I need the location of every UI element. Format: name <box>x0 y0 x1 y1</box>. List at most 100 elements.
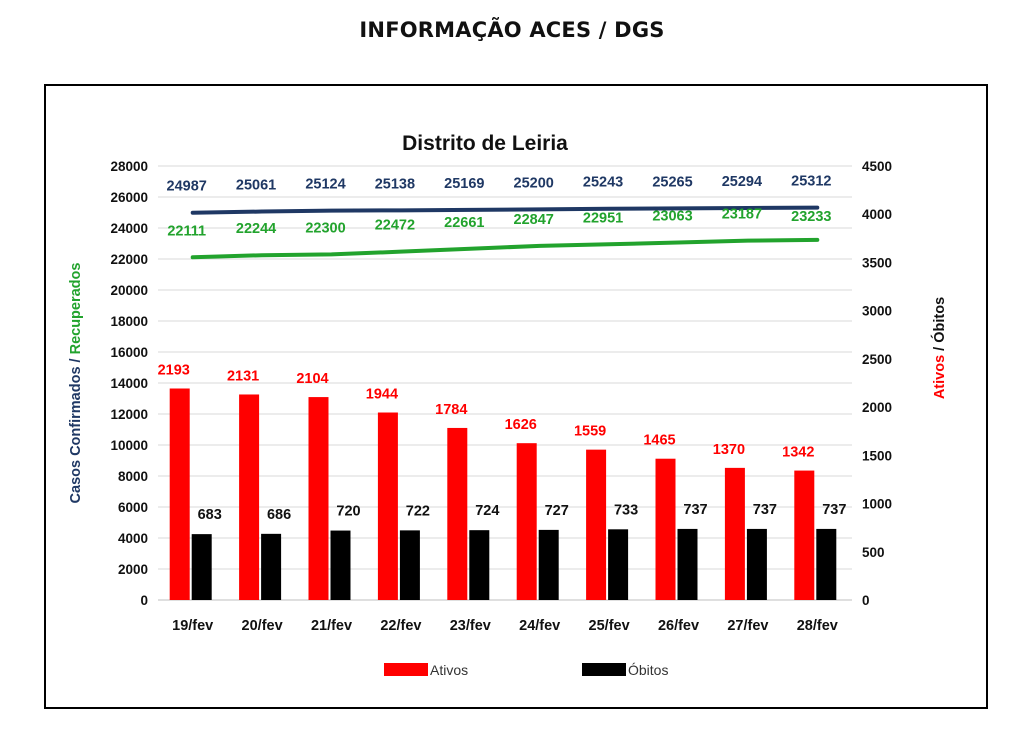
y-right-tick-label: 1000 <box>862 497 892 512</box>
data-label-ativos: 2104 <box>296 371 328 387</box>
line-recuperados <box>190 237 820 260</box>
bar-obitos <box>538 529 559 600</box>
x-tick-label: 28/fev <box>797 618 838 634</box>
data-label-recuperados: 22847 <box>514 212 554 228</box>
bar-ativos <box>586 449 607 600</box>
bar-obitos <box>816 528 837 600</box>
y-right-tick-label: 3000 <box>862 304 892 319</box>
data-label-obitos: 727 <box>545 503 569 519</box>
data-label-casos-confirmados: 25243 <box>583 175 623 191</box>
data-label-casos-confirmados: 25200 <box>514 175 554 191</box>
chart: Distrito de Leiria0200040006000800010000… <box>68 132 948 678</box>
legend-swatch-obitos <box>582 663 626 676</box>
data-label-casos-confirmados: 25294 <box>722 174 762 190</box>
y-left-tick-label: 6000 <box>118 500 148 515</box>
y-left-tick-label: 14000 <box>110 376 148 391</box>
y-left-axis-label: Casos Confirmados / Recuperados <box>68 263 84 504</box>
y-left-tick-label: 0 <box>140 593 148 608</box>
data-label-recuperados: 22244 <box>236 221 276 237</box>
legend-label-obitos: Óbitos <box>628 662 668 678</box>
data-label-ativos: 1784 <box>435 402 467 418</box>
bar-obitos <box>191 534 212 600</box>
y-right-tick-label: 4500 <box>862 159 892 174</box>
data-label-ativos: 2131 <box>227 368 259 384</box>
bar-ativos <box>239 394 260 600</box>
y-left-tick-label: 28000 <box>110 159 148 174</box>
x-tick-label: 19/fev <box>172 618 213 634</box>
data-label-obitos: 722 <box>406 503 430 519</box>
chart-title: Distrito de Leiria <box>402 132 568 155</box>
legend-swatch-ativos <box>384 663 428 676</box>
data-label-ativos: 1559 <box>574 424 606 440</box>
x-tick-label: 21/fev <box>311 618 352 634</box>
y-right-tick-label: 2500 <box>862 352 892 367</box>
data-label-recuperados: 23233 <box>791 209 831 225</box>
legend-label-ativos: Ativos <box>430 662 468 678</box>
data-label-recuperados: 22111 <box>167 223 206 239</box>
bar-obitos <box>608 529 629 600</box>
y-left-tick-label: 18000 <box>110 314 148 329</box>
data-label-ativos: 1465 <box>643 433 675 449</box>
x-tick-label: 27/fev <box>727 618 768 634</box>
x-tick-label: 24/fev <box>519 618 560 634</box>
bar-obitos <box>746 528 767 600</box>
y-right-tick-label: 1500 <box>862 448 892 463</box>
data-label-recuperados: 22300 <box>305 220 345 236</box>
bar-ativos <box>308 397 329 600</box>
y-right-tick-label: 2000 <box>862 400 892 415</box>
bar-obitos <box>399 530 420 600</box>
data-label-ativos: 1370 <box>713 442 745 458</box>
bar-ativos <box>655 458 676 600</box>
bar-obitos <box>469 530 490 600</box>
y-left-tick-label: 2000 <box>118 562 148 577</box>
data-label-recuperados: 23063 <box>652 209 692 225</box>
data-label-casos-confirmados: 25169 <box>444 176 484 192</box>
bar-ativos <box>377 412 398 600</box>
data-label-recuperados: 23187 <box>722 207 762 223</box>
x-tick-label: 23/fev <box>450 618 491 634</box>
data-label-ativos: 1944 <box>366 387 398 403</box>
line-casos-confirmados <box>190 205 820 215</box>
data-label-casos-confirmados: 25312 <box>791 174 831 190</box>
data-label-casos-confirmados: 25061 <box>236 178 276 194</box>
data-label-obitos: 733 <box>614 502 638 518</box>
data-label-casos-confirmados: 25265 <box>652 174 692 190</box>
y-right-tick-label: 0 <box>862 593 870 608</box>
y-left-tick-label: 24000 <box>110 221 148 236</box>
data-label-obitos: 724 <box>475 503 499 519</box>
y-left-tick-label: 16000 <box>110 345 148 360</box>
y-left-tick-label: 4000 <box>118 531 148 546</box>
y-left-tick-label: 10000 <box>110 438 148 453</box>
data-label-casos-confirmados: 24987 <box>167 179 207 195</box>
x-tick-label: 25/fev <box>589 618 630 634</box>
chart-frame: Distrito de Leiria 0 2000 4000 6000 8000 10000… <box>44 84 988 709</box>
data-label-obitos: 720 <box>336 504 360 520</box>
bar-ativos <box>169 388 190 600</box>
x-tick-label: 20/fev <box>242 618 283 634</box>
data-label-casos-confirmados: 25124 <box>305 177 345 193</box>
data-label-recuperados: 22472 <box>375 218 415 234</box>
data-label-ativos: 1626 <box>505 417 537 433</box>
y-left-tick-label: 20000 <box>110 283 148 298</box>
y-left-tick-label: 8000 <box>118 469 148 484</box>
data-label-obitos: 737 <box>683 502 707 518</box>
data-label-obitos: 737 <box>822 502 846 518</box>
data-label-recuperados: 22951 <box>583 210 623 226</box>
bar-obitos <box>261 533 282 600</box>
data-label-recuperados: 22661 <box>444 215 484 231</box>
y-left-tick-label: 12000 <box>110 407 148 422</box>
data-label-ativos: 2193 <box>158 362 190 378</box>
y-left-tick-label: 26000 <box>110 190 148 205</box>
x-tick-label: 22/fev <box>380 618 421 634</box>
x-tick-label: 26/fev <box>658 618 699 634</box>
data-label-casos-confirmados: 25138 <box>375 176 415 192</box>
y-right-tick-label: 3500 <box>862 255 892 270</box>
page-header: INFORMAÇÃO ACES / DGS <box>359 18 665 42</box>
bar-obitos <box>330 530 351 600</box>
bar-ativos <box>794 470 815 600</box>
bar-obitos <box>677 528 698 600</box>
bar-ativos <box>724 467 745 600</box>
bar-ativos <box>516 443 537 600</box>
y-right-axis-label: Ativos / Óbitos <box>930 297 948 399</box>
data-label-ativos: 1342 <box>782 445 814 461</box>
